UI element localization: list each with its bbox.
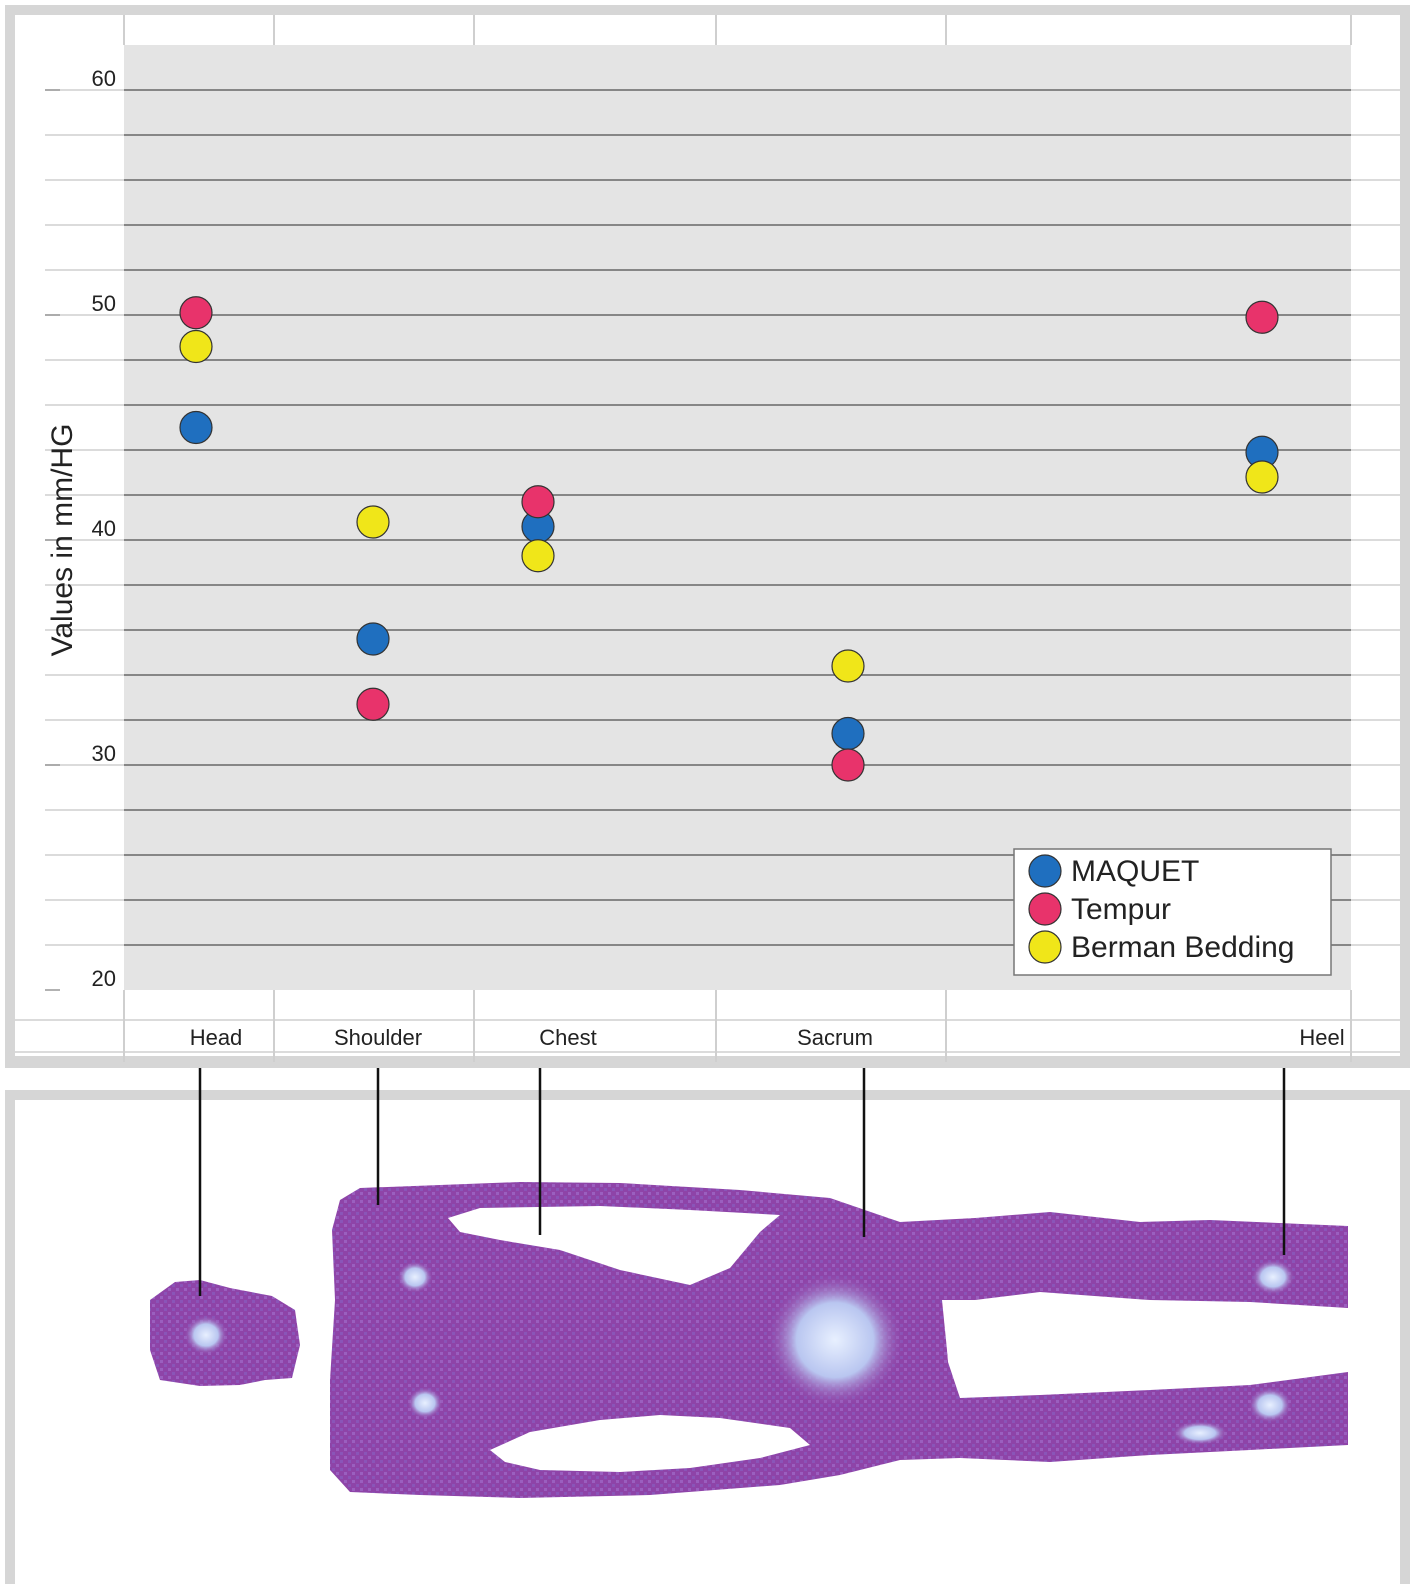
hotspot-head [184, 1315, 228, 1355]
hotspot-sacrum [765, 1272, 905, 1408]
legend-label: MAQUET [1071, 855, 1199, 888]
data-point-berman-bedding [831, 649, 865, 683]
plot-area [124, 45, 1351, 990]
category-label: Heel [1299, 1025, 1344, 1050]
legend-label: Berman Bedding [1071, 931, 1294, 964]
body-pressure-map-icon [150, 1182, 1348, 1498]
connector-lines [198, 1068, 1286, 1296]
data-point-tempur [1245, 300, 1279, 334]
hotspot-heel-upper [1251, 1259, 1295, 1295]
legend-label: Tempur [1071, 893, 1171, 926]
data-point-tempur [179, 296, 213, 330]
data-point-tempur [356, 687, 390, 721]
data-point-berman-bedding [521, 539, 555, 573]
x-axis-categories: Head Shoulder Chest Sacrum Heel [190, 1025, 1345, 1050]
category-label: Chest [539, 1025, 596, 1050]
legend-items: MAQUET Tempur Berman Bedding [1028, 854, 1294, 964]
table-frame-lines [15, 15, 1400, 1062]
y-axis-label: Values in mm/HG [46, 424, 79, 657]
hotspot-calf [1172, 1421, 1228, 1445]
data-point-tempur [831, 748, 865, 782]
legend-marker [1028, 854, 1062, 888]
data-points [179, 296, 1279, 782]
category-label: Shoulder [334, 1025, 422, 1050]
body-gap-lower [490, 1415, 810, 1472]
category-label: Head [190, 1025, 243, 1050]
data-point-maquet [831, 716, 865, 751]
body-gap-legs [942, 1300, 1348, 1395]
y-tick-label: 60 [92, 66, 116, 91]
y-tick-label: 20 [92, 966, 116, 991]
legend: MAQUET Tempur Berman Bedding [1013, 848, 1332, 976]
data-point-maquet [356, 622, 390, 656]
data-point-maquet [179, 410, 213, 445]
hotspot-back [407, 1387, 443, 1419]
y-tick-label: 40 [92, 516, 116, 541]
legend-box [1013, 848, 1332, 976]
hotspot-shoulder [397, 1261, 433, 1293]
body-gap-upper [448, 1206, 780, 1285]
hotspot-heel-lower [1248, 1387, 1292, 1423]
data-point-tempur [521, 485, 555, 519]
legend-marker [1028, 930, 1062, 964]
category-label: Sacrum [797, 1025, 873, 1050]
y-tick-label: 50 [92, 291, 116, 316]
y-tick-label: 30 [92, 741, 116, 766]
legend-marker [1028, 892, 1062, 926]
data-point-berman-bedding [179, 329, 213, 364]
data-point-berman-bedding [356, 505, 390, 539]
data-point-berman-bedding [1245, 460, 1279, 494]
y-axis-ticks: 20 30 40 50 60 [45, 66, 116, 991]
